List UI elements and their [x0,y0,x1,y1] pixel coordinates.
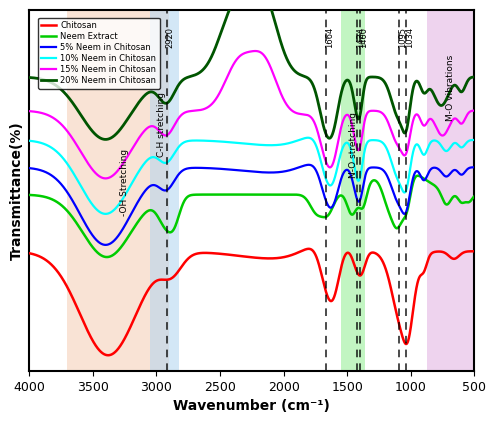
5% Neem in Chitosan [435,167,441,172]
10% Neem in Chitosan [350,155,356,160]
Text: 1664: 1664 [325,27,334,48]
Neem Extract [415,173,421,178]
Chitosan [213,251,219,256]
Neem Extract [458,200,464,205]
15% Neem in Chitosan [435,129,441,135]
Text: 2920: 2920 [166,27,175,47]
5% Neem in Chitosan [306,162,311,168]
15% Neem in Chitosan [350,126,356,131]
Chitosan [458,252,464,257]
15% Neem in Chitosan [458,121,464,126]
20% Neem in Chitosan [103,137,109,142]
Bar [150,10,180,371]
Line: 15% Neem in Chitosan: 15% Neem in Chitosan [29,51,474,179]
Line: Neem Extract: Neem Extract [29,176,474,257]
Chitosan [238,253,244,258]
Line: 10% Neem in Chitosan: 10% Neem in Chitosan [29,138,474,214]
Neem Extract [217,192,223,197]
10% Neem in Chitosan [26,138,32,143]
Chitosan [26,251,32,256]
Chitosan [435,249,441,254]
5% Neem in Chitosan [26,165,32,170]
Text: -OH Stretching: -OH Stretching [120,148,129,216]
Line: 20% Neem in Chitosan: 20% Neem in Chitosan [29,0,474,140]
Line: 5% Neem in Chitosan: 5% Neem in Chitosan [29,165,474,245]
5% Neem in Chitosan [238,168,244,173]
Bar [67,10,169,371]
Text: 1034: 1034 [405,27,414,48]
10% Neem in Chitosan [305,135,311,140]
Bar [341,10,365,371]
10% Neem in Chitosan [435,140,441,145]
Text: 1400: 1400 [359,27,368,47]
Neem Extract [435,188,441,193]
20% Neem in Chitosan [458,89,464,94]
5% Neem in Chitosan [471,165,477,170]
Text: 1424: 1424 [356,27,365,47]
20% Neem in Chitosan [217,33,223,38]
10% Neem in Chitosan [471,137,477,143]
Chitosan [306,246,311,251]
5% Neem in Chitosan [350,179,356,184]
Neem Extract [213,192,219,197]
Chitosan [350,258,356,263]
Text: C-H stretching: C-H stretching [157,92,166,157]
20% Neem in Chitosan [350,91,356,96]
Neem Extract [26,192,32,198]
Legend: Chitosan, Neem Extract, 5% Neem in Chitosan, 10% Neem in Chitosan, 15% Neem in C: Chitosan, Neem Extract, 5% Neem in Chito… [38,17,160,88]
15% Neem in Chitosan [252,49,258,54]
Neem Extract [238,192,244,197]
15% Neem in Chitosan [26,109,32,114]
20% Neem in Chitosan [213,43,219,48]
X-axis label: Wavenumber (cm⁻¹): Wavenumber (cm⁻¹) [173,399,330,413]
Chitosan [471,249,477,254]
10% Neem in Chitosan [238,141,244,146]
Chitosan [217,251,223,256]
10% Neem in Chitosan [458,145,464,150]
10% Neem in Chitosan [217,139,223,144]
15% Neem in Chitosan [217,90,223,95]
Chitosan [105,353,111,358]
Text: 1095: 1095 [398,27,407,47]
10% Neem in Chitosan [213,139,219,144]
Bar [427,10,474,371]
15% Neem in Chitosan [471,108,477,113]
Line: Chitosan: Chitosan [29,249,474,355]
15% Neem in Chitosan [103,176,109,181]
Y-axis label: Transmittance(%): Transmittance(%) [10,121,24,260]
5% Neem in Chitosan [103,242,109,247]
20% Neem in Chitosan [471,74,477,80]
5% Neem in Chitosan [217,166,223,171]
15% Neem in Chitosan [238,53,244,58]
20% Neem in Chitosan [26,75,32,80]
15% Neem in Chitosan [213,96,219,101]
5% Neem in Chitosan [213,166,219,171]
5% Neem in Chitosan [458,172,464,177]
Text: N-O stretching: N-O stretching [349,112,358,178]
Text: M-O vibrations: M-O vibrations [446,55,455,121]
20% Neem in Chitosan [435,101,441,106]
10% Neem in Chitosan [103,212,109,217]
Neem Extract [104,255,110,260]
Neem Extract [471,194,477,199]
Neem Extract [350,212,356,217]
